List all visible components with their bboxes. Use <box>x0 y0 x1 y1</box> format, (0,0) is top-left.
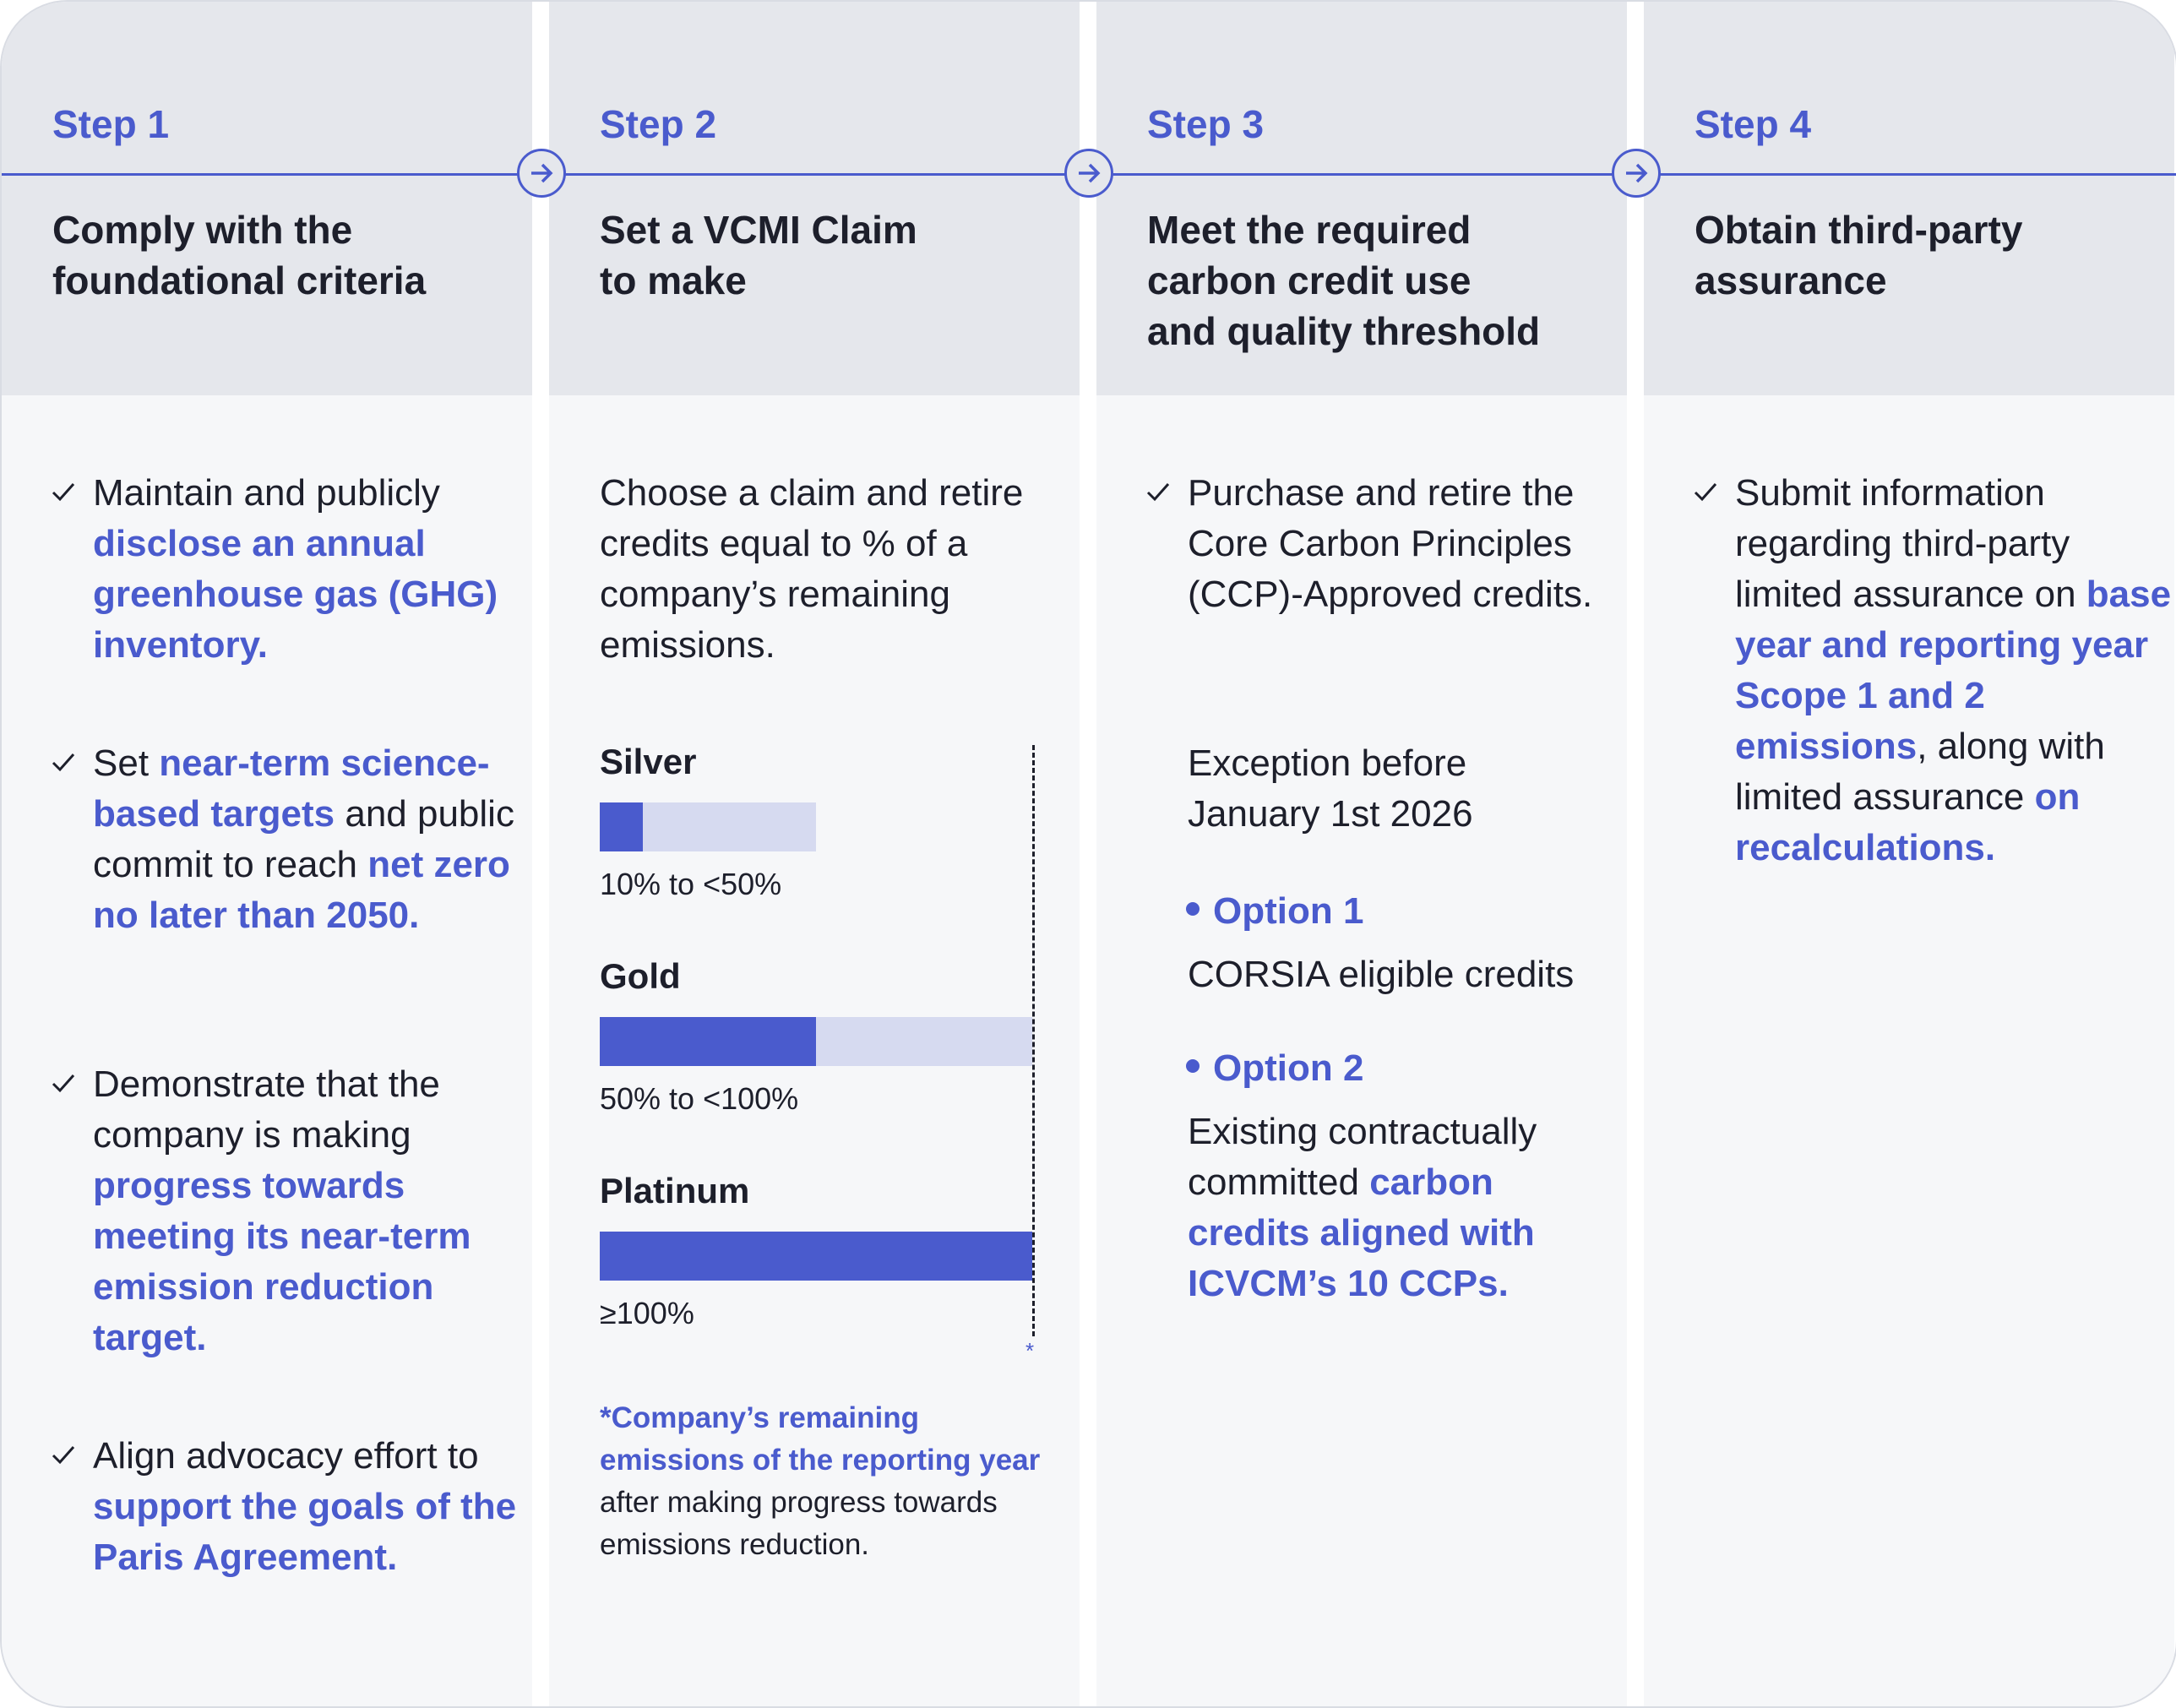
remaining-emissions-line <box>1032 745 1035 1336</box>
step-3-label: Step 3 <box>1147 102 1265 146</box>
option-2-title: Option 2 <box>1186 1047 1363 1090</box>
option-2-label: Option 2 <box>1213 1047 1364 1089</box>
item-link[interactable]: on recalculations. <box>1735 776 2081 868</box>
check-icon <box>52 483 75 502</box>
bullet-icon <box>1186 902 1200 917</box>
step-4-label: Step 4 <box>1695 102 1812 146</box>
tier-bar-fill <box>600 802 643 851</box>
step-2-label: Step 2 <box>600 102 717 146</box>
item-link[interactable]: disclose an annual greenhouse gas (GHG) … <box>93 523 498 666</box>
item-link[interactable]: progress towards meeting its near-term e… <box>93 1165 471 1358</box>
exception-text: Exception before January 1st 2026 <box>1188 742 1473 835</box>
step-2-intro: Choose a claim and retire credits equal … <box>600 472 1024 666</box>
option-1-title: Option 1 <box>1186 890 1363 933</box>
option-2-pre: Existing contractually committed <box>1188 1111 1537 1203</box>
item-link[interactable]: net zero no later than 2050. <box>93 844 510 936</box>
footnote-text: after making progress towards emissions … <box>600 1486 998 1561</box>
item-text: Demonstrate that the company is making <box>93 1063 440 1156</box>
item-text: Submit information regarding third-party… <box>1735 472 2076 615</box>
item-text: Maintain and publicly <box>93 472 440 514</box>
option-2-link[interactable]: carbon credits aligned with ICVCM’s 10 C… <box>1188 1161 1535 1304</box>
bullet-icon <box>1186 1059 1200 1074</box>
item-text: Align advocacy effort to <box>93 1435 479 1477</box>
item-link[interactable]: support the goals of the Paris Agreement… <box>93 1486 517 1578</box>
step-3-column: Step 3 Meet the required carbon credit u… <box>1096 2 1627 1706</box>
arrow-right-icon <box>1064 149 1113 198</box>
tier-range: ≥100% <box>600 1296 694 1330</box>
tier-name: Silver <box>600 742 697 781</box>
tier-bar <box>600 802 816 851</box>
step-3-header: Step 3 Meet the required carbon credit u… <box>1096 2 1627 395</box>
tier-range: 50% to <100% <box>600 1081 799 1116</box>
footnote-highlight: *Company’s remaining emissions of the re… <box>600 1401 1041 1477</box>
step-1-body: Maintain and publicly disclose an annual… <box>2 395 532 1706</box>
check-icon <box>52 753 75 772</box>
step-4-column: Step 4 Obtain third-party assurance Subm… <box>1644 2 2174 1706</box>
check-icon <box>52 1446 75 1465</box>
step-3-body: Purchase and retire the Core Carbon Prin… <box>1096 395 1627 1706</box>
step-1-label: Step 1 <box>52 102 170 146</box>
tier-bar <box>600 1017 1032 1066</box>
tier-bar <box>600 1232 1032 1281</box>
step-3-title: Meet the required carbon credit use and … <box>1147 208 1541 353</box>
arrow-right-icon <box>517 149 566 198</box>
tier-name: Platinum <box>600 1171 750 1210</box>
item-link[interactable]: near-term science-based targets <box>93 742 490 835</box>
step-2-title: Set a VCMI Claim to make <box>600 208 917 302</box>
step-4-header: Step 4 Obtain third-party assurance <box>1644 2 2174 395</box>
tier-name: Gold <box>600 956 681 996</box>
tier-bar-fill <box>600 1232 1032 1281</box>
item-text: Purchase and retire the Core Carbon Prin… <box>1188 472 1593 615</box>
check-icon <box>1146 483 1170 502</box>
step-2-footnote: *Company’s remaining emissions of the re… <box>600 1397 1056 1566</box>
option-1-text: CORSIA eligible credits <box>1188 954 1575 995</box>
item-text: and public commit to reach <box>93 793 514 885</box>
arrow-right-icon <box>1612 149 1661 198</box>
step-1-title: Comply with the foundational criteria <box>52 208 427 302</box>
check-icon <box>52 1074 75 1093</box>
step-1-header: Step 1 Comply with the foundational crit… <box>2 2 532 395</box>
check-icon <box>1694 483 1717 502</box>
item-text: , along with limited assurance <box>1735 726 2105 818</box>
option-1-label: Option 1 <box>1213 890 1364 932</box>
asterisk-marker: * <box>1025 1338 1035 1363</box>
step-2-header: Step 2 Set a VCMI Claim to make <box>549 2 1080 395</box>
tier-bar-fill <box>600 1017 816 1066</box>
item-text: Set <box>93 742 150 784</box>
option-2-text: Existing contractually committed carbon … <box>1188 1107 1568 1309</box>
step-4-title: Obtain third-party assurance <box>1695 208 2023 302</box>
item-link[interactable]: base year and reporting year Scope 1 and… <box>1735 574 2172 767</box>
step-1-column: Step 1 Comply with the foundational crit… <box>2 2 532 1706</box>
tier-range: 10% to <50% <box>600 867 782 901</box>
step-4-body: Submit information regarding third-party… <box>1644 395 2174 1706</box>
